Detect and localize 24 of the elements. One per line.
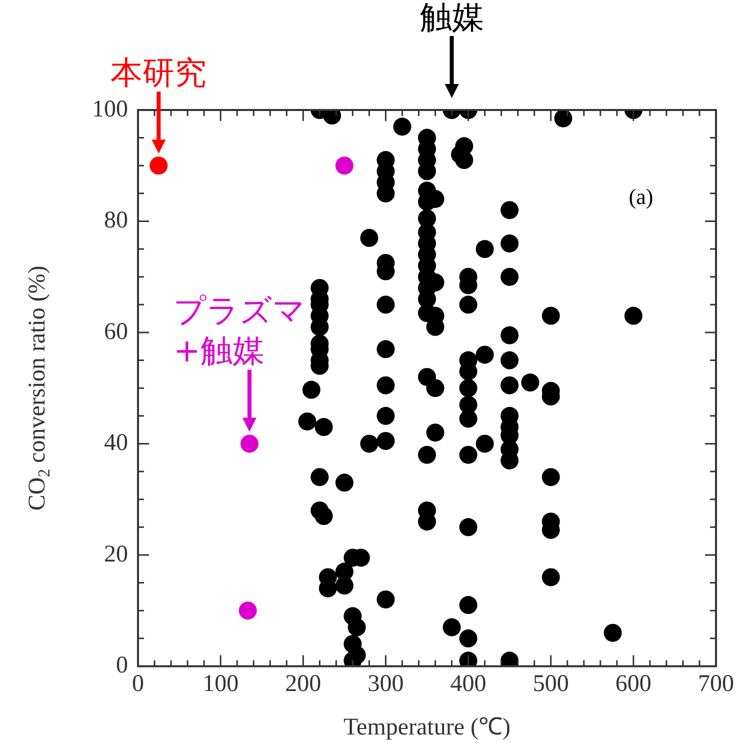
text: 本研究 [110,54,207,92]
x-tick-label: 300 [368,670,404,697]
x-tick-label: 700 [698,670,734,697]
x-tick-label: 0 [132,670,144,697]
point [240,434,258,453]
y-tick-label: 100 [92,96,128,122]
text: 触媒 [420,0,484,36]
x-tick-label: 200 [285,670,322,697]
text: プラズマ +触媒 [173,292,306,370]
y-axis-title: CO2 conversion ratio (%) [24,266,54,511]
y-tick-label: 20 [104,541,128,568]
annotation: (a) [628,184,654,209]
y-tick-label: 60 [104,318,128,345]
x-tick-label: 600 [615,670,652,697]
y-tick-label: 80 [104,208,128,234]
y-tick-label: 40 [104,430,128,456]
x-tick-label: 500 [532,670,569,697]
x-tick-label: 400 [450,670,486,697]
x-tick-label: 100 [202,670,239,697]
y-tick-label: 0 [116,652,128,678]
point [238,602,257,620]
point [150,156,168,175]
x-axis-title: Temperature (℃) [344,714,510,740]
point [335,156,354,175]
